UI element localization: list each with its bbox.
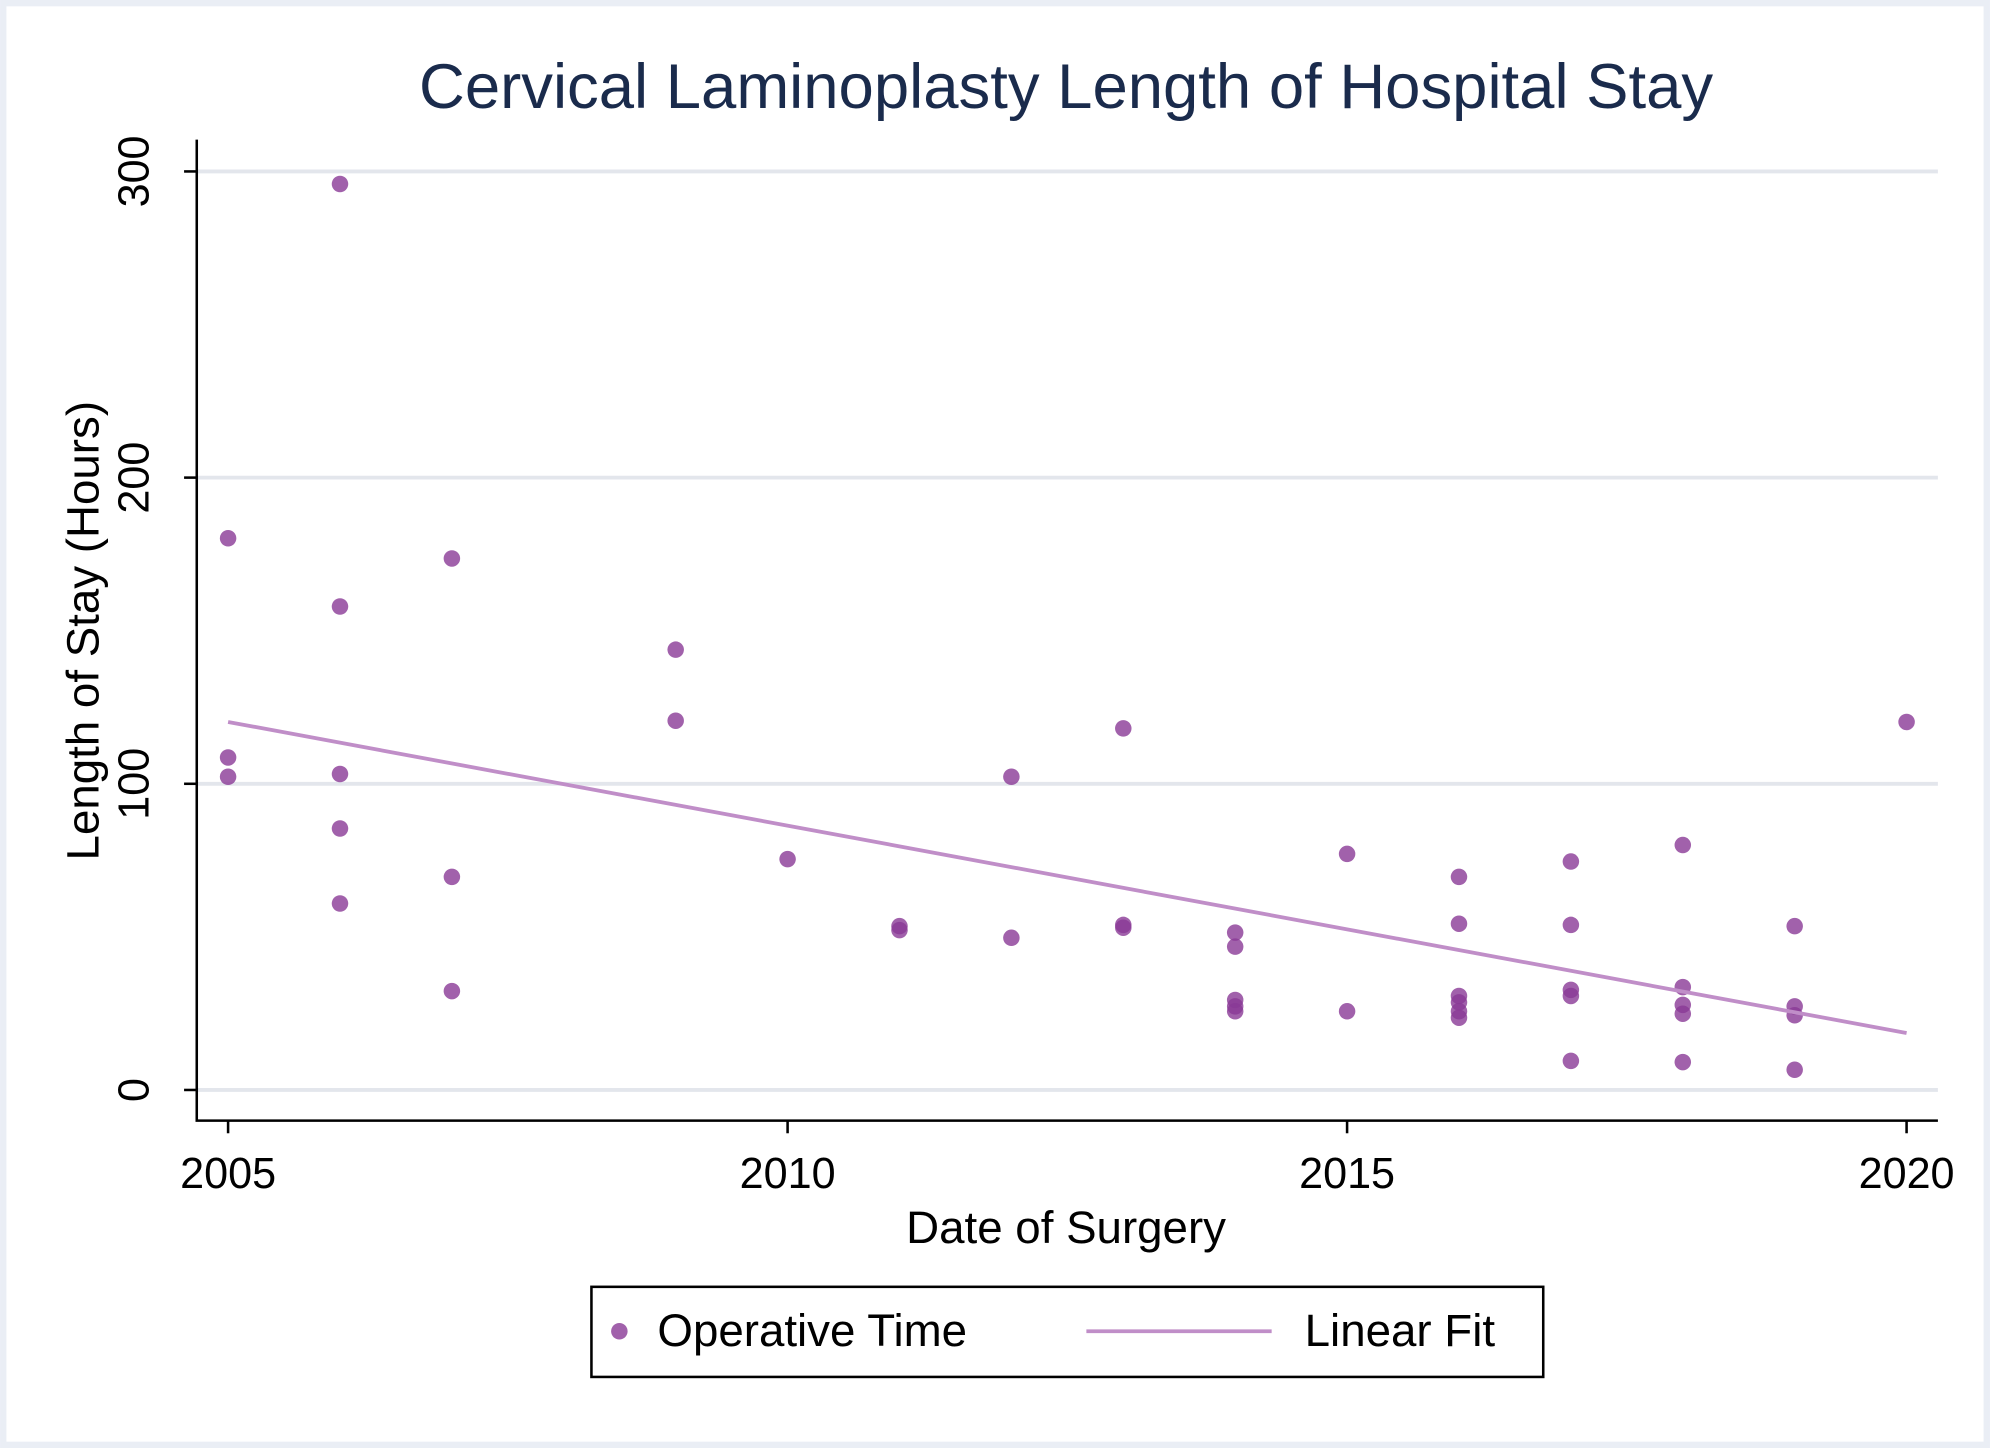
x-tick-label: 2020 xyxy=(1859,1150,1955,1198)
point xyxy=(1450,915,1468,932)
point xyxy=(1562,916,1580,934)
point xyxy=(1674,836,1692,854)
point xyxy=(1450,1009,1468,1026)
fit-line xyxy=(227,720,1907,1035)
point xyxy=(1674,1005,1692,1022)
chart-title: Cervical Laminoplasty Length of Hospital… xyxy=(419,52,1713,122)
point xyxy=(1450,868,1468,886)
x-tick-label: 2005 xyxy=(180,1150,276,1198)
point xyxy=(1115,919,1132,936)
point xyxy=(1226,924,1244,941)
point xyxy=(331,895,349,912)
point xyxy=(1562,1052,1580,1070)
y-tick-label: 0 xyxy=(111,1078,159,1102)
y-axis-title: Length of Stay (Hours) xyxy=(57,401,108,860)
point xyxy=(219,529,237,547)
point xyxy=(1115,720,1132,737)
x-tick-label: 2015 xyxy=(1299,1150,1395,1198)
point xyxy=(1226,938,1244,955)
legend-label: Linear Fit xyxy=(1305,1305,1496,1356)
point xyxy=(1003,768,1020,785)
point xyxy=(1226,1003,1244,1020)
point xyxy=(779,850,796,868)
legend-label: Operative Time xyxy=(657,1305,967,1356)
point xyxy=(219,768,237,785)
y-tick-label: 300 xyxy=(111,135,159,207)
x-axis-title: Date of Surgery xyxy=(906,1202,1226,1253)
inner-background xyxy=(6,6,1984,1442)
point xyxy=(1562,987,1580,1005)
point xyxy=(667,641,684,658)
point xyxy=(331,598,349,615)
point xyxy=(1338,1003,1356,1020)
point xyxy=(1674,1053,1692,1071)
y-tick-label: 100 xyxy=(111,748,159,820)
point xyxy=(1898,713,1915,731)
point xyxy=(1003,929,1020,947)
point xyxy=(1562,853,1580,870)
point xyxy=(443,868,461,886)
point xyxy=(331,765,349,783)
y-tick-label: 200 xyxy=(111,442,159,514)
point xyxy=(1786,1061,1803,1079)
point xyxy=(1338,845,1356,863)
point xyxy=(667,712,684,729)
legend-marker xyxy=(611,1322,628,1340)
point xyxy=(219,749,237,766)
axes xyxy=(195,139,1938,1122)
point xyxy=(443,982,461,1000)
point xyxy=(331,820,349,837)
point xyxy=(1786,917,1803,935)
point xyxy=(891,921,908,939)
legend xyxy=(590,1285,1545,1379)
x-tick-label: 2010 xyxy=(740,1150,836,1198)
point xyxy=(443,550,461,567)
point xyxy=(331,175,349,193)
